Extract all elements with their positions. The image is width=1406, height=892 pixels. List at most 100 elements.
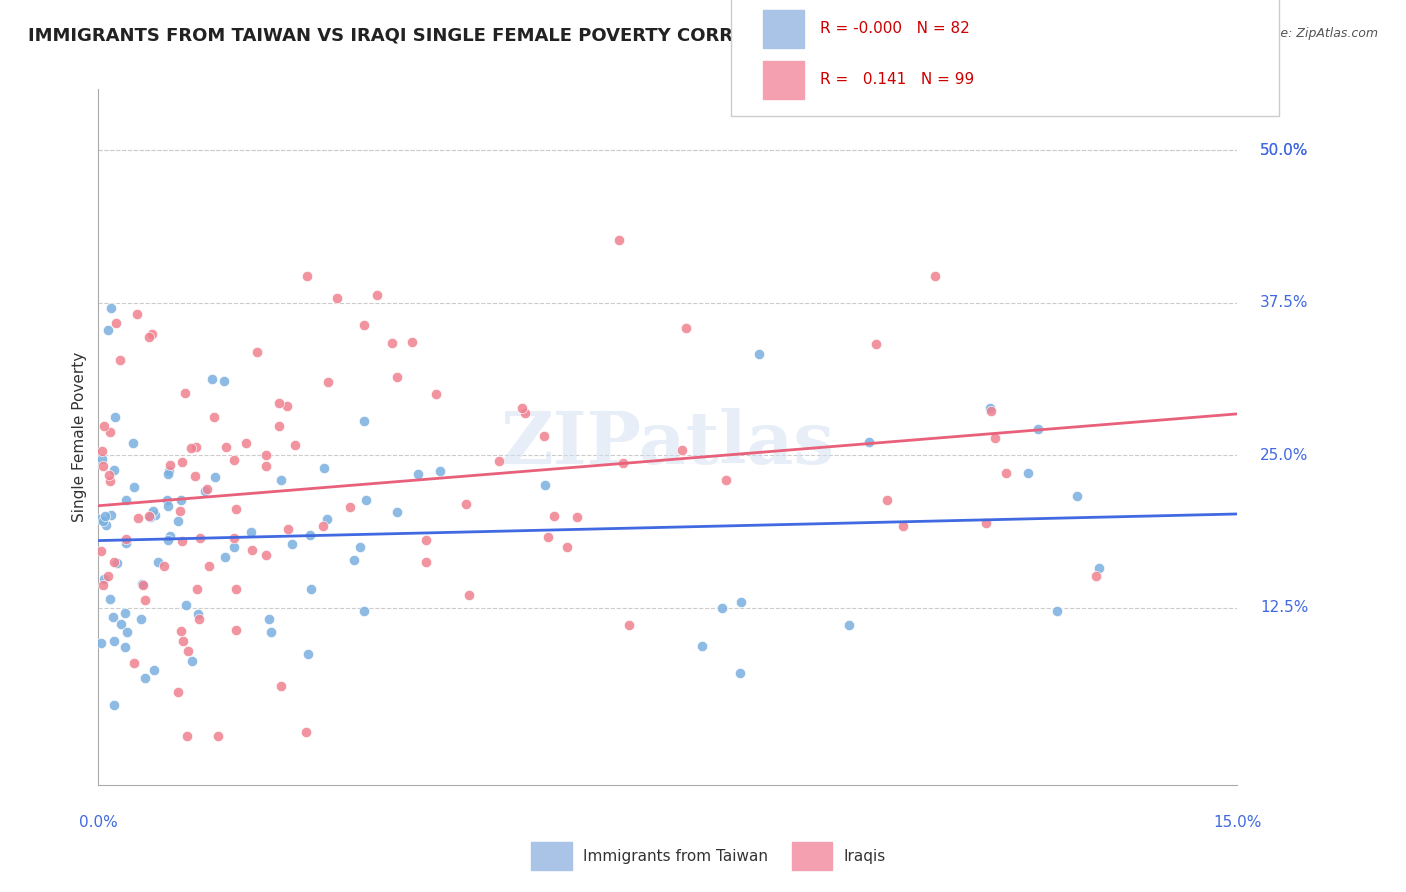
Text: 25.0%: 25.0% [1260,448,1309,463]
Text: ZIPatlas: ZIPatlas [501,408,835,479]
Point [141,326,163,341]
Point [222,531,245,545]
Point [425,386,447,401]
Point [103,698,125,712]
Point [132,577,155,591]
Point [612,456,634,470]
Point [225,502,247,516]
Point [316,512,339,526]
Point [343,553,366,567]
Point [103,555,125,569]
Point [537,530,560,544]
Point [214,550,236,565]
Point [353,318,375,332]
Point [101,610,124,624]
Point [893,519,915,533]
Text: 50.0%: 50.0% [1260,143,1309,158]
Point [131,577,153,591]
Point [246,345,269,359]
Point [153,559,176,574]
Point [207,729,229,743]
Point [565,509,588,524]
Text: IMMIGRANTS FROM TAIWAN VS IRAQI SINGLE FEMALE POVERTY CORRELATION CHART: IMMIGRANTS FROM TAIWAN VS IRAQI SINGLE F… [28,27,893,45]
Point [173,385,195,400]
Point [180,441,202,455]
Point [125,307,148,321]
Point [1046,604,1069,618]
Point [1066,489,1088,503]
Point [225,582,247,597]
Point [142,504,165,518]
Point [838,618,860,632]
Point [1088,561,1111,575]
Point [156,467,179,481]
Point [215,440,238,454]
Point [134,671,156,685]
Point [543,509,565,524]
Point [91,451,114,466]
Text: 12.5%: 12.5% [1260,600,1309,615]
Point [110,617,132,632]
Point [169,504,191,518]
Point [312,518,335,533]
Point [131,611,153,625]
Point [139,510,162,524]
Text: 15.0%: 15.0% [1213,815,1261,830]
Point [91,458,114,473]
Point [89,511,111,525]
Point [458,588,481,602]
Text: R =   0.141   N = 99: R = 0.141 N = 99 [820,72,974,87]
Point [299,528,322,542]
Point [167,515,190,529]
Point [170,624,193,638]
Point [180,654,202,668]
Point [98,425,121,440]
Point [115,625,138,640]
Point [976,516,998,531]
Point [159,458,181,472]
Point [979,401,1001,416]
Y-axis label: Single Female Poverty: Single Female Poverty [72,352,87,522]
Point [204,469,226,483]
Point [254,548,277,562]
Point [172,634,194,648]
Point [994,467,1017,481]
Point [429,464,451,478]
Point [1026,422,1049,436]
Point [277,522,299,536]
Point [267,418,290,433]
Point [115,532,138,546]
Point [202,409,225,424]
Point [675,321,697,335]
Text: Iraqis: Iraqis [844,849,886,863]
Point [456,497,478,511]
Point [349,540,371,554]
Point [155,493,177,508]
Point [326,291,349,305]
Point [170,493,193,508]
Point [194,483,217,498]
Point [98,591,121,606]
Point [115,493,138,508]
Point [980,404,1002,418]
Point [97,323,120,337]
Point [156,499,179,513]
Point [385,505,408,519]
Point [124,656,146,670]
Point [143,508,166,522]
Point [269,396,291,410]
Text: Immigrants from Taiwan: Immigrants from Taiwan [583,849,769,863]
Point [174,599,197,613]
Point [235,435,257,450]
Point [159,464,181,478]
Point [166,684,188,698]
Point [222,541,245,555]
Point [270,473,292,487]
Point [100,508,122,523]
Point [356,492,378,507]
Point [114,640,136,654]
Point [212,375,235,389]
Point [924,268,946,283]
Point [387,370,409,384]
Point [103,633,125,648]
